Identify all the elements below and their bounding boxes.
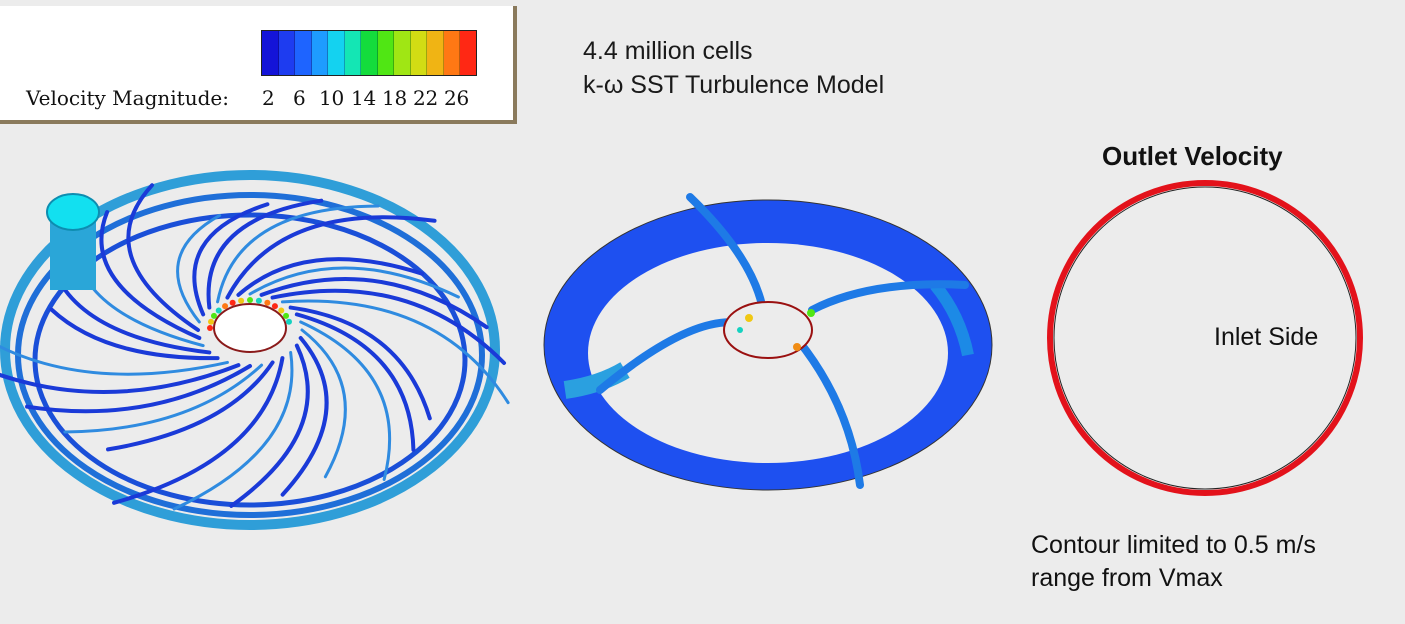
colorbar-tick-label: 2 <box>262 86 275 110</box>
streamline <box>236 257 425 297</box>
streamline <box>225 215 437 300</box>
inlet-opening <box>46 193 100 231</box>
hub-velocity-spot <box>283 312 290 319</box>
hub-velocity-spot <box>208 318 215 325</box>
streamline <box>176 213 222 324</box>
streamline <box>248 266 460 299</box>
hub-velocity-spot <box>215 307 222 314</box>
turbulence-model-text: k-ω SST Turbulence Model <box>583 71 885 99</box>
cell-count-text: 4.4 million cells <box>583 37 753 65</box>
streamline <box>0 363 241 395</box>
streamline <box>288 305 432 421</box>
outlet-velocity-title: Outlet Velocity <box>1102 141 1283 171</box>
colorbar-tick-label: 10 <box>319 86 345 110</box>
colorbar-segment <box>328 31 345 75</box>
hub-velocity-spot <box>264 299 271 306</box>
streamline <box>270 288 507 365</box>
colorbar-segment <box>295 31 312 75</box>
colorbar-segment <box>278 31 296 75</box>
velocity-legend: Velocity Magnitude: 2 6 10 14 18 22 26 <box>0 6 517 124</box>
colorbar-tick-label: 22 <box>413 86 439 110</box>
disc-velocity-contour <box>543 193 993 491</box>
hub-velocity-spot <box>210 312 217 319</box>
simulation-info: 4.4 million cells k-ω SST Turbulence Mod… <box>583 34 884 102</box>
hub-velocity-spot <box>278 307 285 314</box>
hub-velocity-spot <box>222 303 229 310</box>
hub-velocity-spot <box>285 318 292 325</box>
streamline <box>192 202 270 317</box>
streamline <box>126 183 200 332</box>
outlet-velocity-ring <box>1047 180 1363 496</box>
hub-velocity-spot <box>255 297 262 304</box>
colorbar-segment <box>443 31 461 75</box>
streamline <box>99 210 202 341</box>
colorbar-tick-label: 26 <box>444 86 470 110</box>
contour-note-line1: Contour limited to 0.5 m/s <box>1031 531 1316 559</box>
streamline <box>216 204 380 304</box>
streamline <box>63 363 264 434</box>
streamline <box>229 343 310 508</box>
colorbar-tick-label: 18 <box>382 86 408 110</box>
streamline <box>49 307 220 361</box>
legend-label: Velocity Magnitude: <box>26 86 229 110</box>
hub-velocity-spot <box>247 297 253 303</box>
colorbar-tick-label: 14 <box>351 86 377 110</box>
colorbar-segment <box>460 31 476 75</box>
streamline <box>280 336 329 497</box>
streamline <box>206 198 324 310</box>
inlet-side-label: Inlet Side <box>1214 323 1319 351</box>
colorbar-segment <box>361 31 378 75</box>
streamline <box>294 312 416 452</box>
contour-note-line2: range from Vmax <box>1031 564 1223 592</box>
colorbar-segment <box>410 31 428 75</box>
streamline <box>112 356 285 505</box>
central-outlet <box>213 303 287 353</box>
contour-note: Contour limited to 0.5 m/s range from Vm… <box>1031 529 1316 595</box>
streamline <box>0 345 229 376</box>
streamline <box>259 277 489 330</box>
velocity-colorbar <box>261 30 477 76</box>
streamline <box>25 364 252 414</box>
hub-velocity-spot <box>229 299 236 306</box>
streamline <box>106 360 275 452</box>
colorbar-segment <box>377 31 395 75</box>
colorbar-segment <box>394 31 411 75</box>
streamline <box>54 274 212 355</box>
colorbar-segment <box>311 31 329 75</box>
colorbar-tick-label: 6 <box>293 86 306 110</box>
streamline <box>172 350 294 511</box>
colorbar-segment <box>344 31 362 75</box>
streamline <box>300 328 347 479</box>
colorbar-segment <box>262 31 279 75</box>
streamline <box>299 320 392 482</box>
colorbar-segment <box>427 31 444 75</box>
streamline-visualization <box>0 170 510 530</box>
hub-velocity-spot <box>271 303 278 310</box>
hub-velocity-spot <box>207 325 213 331</box>
hub-velocity-spot <box>238 297 245 304</box>
streamline <box>280 299 510 405</box>
